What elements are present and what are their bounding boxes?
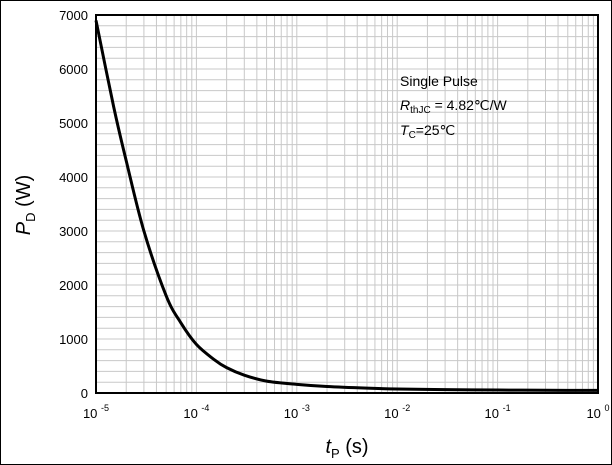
x-tick-label: 10 -1 bbox=[485, 403, 511, 421]
x-tick-label: 10 -4 bbox=[183, 403, 209, 421]
x-tick-label: 10 -2 bbox=[384, 403, 410, 421]
x-axis-title: tP (s) bbox=[325, 436, 368, 461]
x-tick-label: 10 0 bbox=[586, 403, 609, 421]
annotation-thermal-resistance: RthJC = 4.82℃/W bbox=[400, 97, 508, 116]
annotation-case-temperature: TC=25℃ bbox=[400, 122, 455, 141]
x-tick-label: 10 -3 bbox=[284, 403, 310, 421]
y-tick-label: 1000 bbox=[59, 332, 88, 347]
x-axis-unit: (s) bbox=[340, 436, 369, 458]
y-axis-unit: (W) bbox=[13, 175, 35, 213]
y-tick-label: 5000 bbox=[59, 116, 88, 131]
y-axis-subscript: D bbox=[23, 213, 38, 222]
y-tick-labels: 0 1000 2000 3000 4000 5000 6000 7000 bbox=[59, 8, 88, 401]
x-tick-labels: 10 -5 10 -4 10 -3 10 -2 10 -1 10 0 bbox=[83, 403, 610, 421]
y-tick-label: 6000 bbox=[59, 62, 88, 77]
y-tick-label: 3000 bbox=[59, 224, 88, 239]
x-axis-symbol: t bbox=[325, 436, 332, 458]
plot-area-border bbox=[95, 14, 599, 394]
annotation-single-pulse: Single Pulse bbox=[400, 73, 478, 89]
y-tick-label: 2000 bbox=[59, 278, 88, 293]
series-line bbox=[94, 20, 599, 392]
y-tick-label: 0 bbox=[81, 386, 88, 401]
y-axis-symbol: P bbox=[13, 221, 35, 235]
y-axis-title: PD (W) bbox=[13, 175, 38, 236]
annotation-block: Single Pulse RthJC = 4.82℃/W TC=25℃ bbox=[400, 73, 508, 141]
y-tick-label: 7000 bbox=[59, 8, 88, 23]
x-axis-subscript: P bbox=[331, 446, 340, 461]
x-tick-label: 10 -5 bbox=[83, 403, 109, 421]
y-tick-label: 4000 bbox=[59, 170, 88, 185]
grid-lines bbox=[95, 14, 598, 394]
